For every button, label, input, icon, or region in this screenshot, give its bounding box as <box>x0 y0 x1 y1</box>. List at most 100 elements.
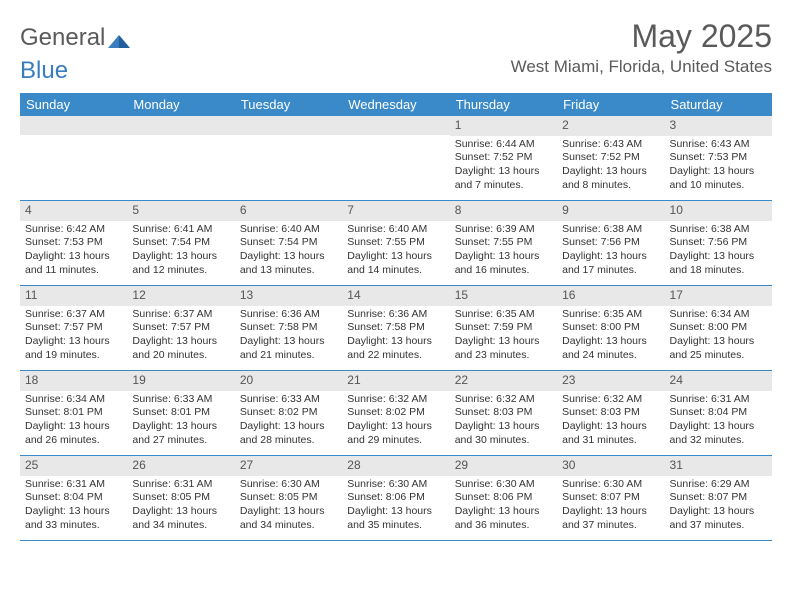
sunset-line: Sunset: 8:07 PM <box>562 491 659 505</box>
day-cell: 10Sunrise: 6:38 AMSunset: 7:56 PMDayligh… <box>665 201 772 285</box>
sunrise-line: Sunrise: 6:31 AM <box>670 393 767 407</box>
sunrise-line: Sunrise: 6:35 AM <box>455 308 552 322</box>
daylight-line: Daylight: 13 hours and 37 minutes. <box>670 505 767 532</box>
logo-text-b: Blue <box>20 57 68 85</box>
daylight-line: Daylight: 13 hours and 17 minutes. <box>562 250 659 277</box>
day-header: Sunday <box>20 93 127 116</box>
sunrise-line: Sunrise: 6:40 AM <box>240 223 337 237</box>
day-cell: 26Sunrise: 6:31 AMSunset: 8:05 PMDayligh… <box>127 456 234 540</box>
daylight-line: Daylight: 13 hours and 25 minutes. <box>670 335 767 362</box>
sunrise-line: Sunrise: 6:34 AM <box>25 393 122 407</box>
sunrise-line: Sunrise: 6:37 AM <box>25 308 122 322</box>
daylight-line: Daylight: 13 hours and 19 minutes. <box>25 335 122 362</box>
day-number <box>127 116 234 135</box>
month-title: May 2025 <box>511 18 772 55</box>
daylight-line: Daylight: 13 hours and 11 minutes. <box>25 250 122 277</box>
sunrise-line: Sunrise: 6:33 AM <box>132 393 229 407</box>
day-cell: 4Sunrise: 6:42 AMSunset: 7:53 PMDaylight… <box>20 201 127 285</box>
day-number: 3 <box>665 116 772 136</box>
day-number <box>20 116 127 135</box>
sunset-line: Sunset: 8:05 PM <box>240 491 337 505</box>
day-content: Sunrise: 6:32 AMSunset: 8:02 PMDaylight:… <box>342 391 449 452</box>
daylight-line: Daylight: 13 hours and 34 minutes. <box>240 505 337 532</box>
sunset-line: Sunset: 8:03 PM <box>562 406 659 420</box>
day-content: Sunrise: 6:42 AMSunset: 7:53 PMDaylight:… <box>20 221 127 282</box>
sunrise-line: Sunrise: 6:41 AM <box>132 223 229 237</box>
sunrise-line: Sunrise: 6:38 AM <box>562 223 659 237</box>
sunrise-line: Sunrise: 6:37 AM <box>132 308 229 322</box>
sunrise-line: Sunrise: 6:30 AM <box>347 478 444 492</box>
day-cell: 15Sunrise: 6:35 AMSunset: 7:59 PMDayligh… <box>450 286 557 370</box>
day-header: Tuesday <box>235 93 342 116</box>
day-content: Sunrise: 6:36 AMSunset: 7:58 PMDaylight:… <box>342 306 449 367</box>
sunrise-line: Sunrise: 6:39 AM <box>455 223 552 237</box>
day-number: 21 <box>342 371 449 391</box>
day-header: Friday <box>557 93 664 116</box>
day-number <box>235 116 342 135</box>
day-header: Monday <box>127 93 234 116</box>
sunset-line: Sunset: 7:58 PM <box>240 321 337 335</box>
day-content: Sunrise: 6:31 AMSunset: 8:04 PMDaylight:… <box>20 476 127 537</box>
day-cell: 14Sunrise: 6:36 AMSunset: 7:58 PMDayligh… <box>342 286 449 370</box>
day-number: 23 <box>557 371 664 391</box>
day-number: 19 <box>127 371 234 391</box>
title-block: May 2025 West Miami, Florida, United Sta… <box>511 18 772 77</box>
week-row: 18Sunrise: 6:34 AMSunset: 8:01 PMDayligh… <box>20 371 772 456</box>
day-number: 14 <box>342 286 449 306</box>
day-content: Sunrise: 6:38 AMSunset: 7:56 PMDaylight:… <box>665 221 772 282</box>
sunset-line: Sunset: 7:58 PM <box>347 321 444 335</box>
daylight-line: Daylight: 13 hours and 10 minutes. <box>670 165 767 192</box>
sunset-line: Sunset: 7:57 PM <box>132 321 229 335</box>
daylight-line: Daylight: 13 hours and 33 minutes. <box>25 505 122 532</box>
daylight-line: Daylight: 13 hours and 12 minutes. <box>132 250 229 277</box>
day-cell: 23Sunrise: 6:32 AMSunset: 8:03 PMDayligh… <box>557 371 664 455</box>
daylight-line: Daylight: 13 hours and 34 minutes. <box>132 505 229 532</box>
day-number: 4 <box>20 201 127 221</box>
daylight-line: Daylight: 13 hours and 26 minutes. <box>25 420 122 447</box>
day-number: 28 <box>342 456 449 476</box>
day-number: 20 <box>235 371 342 391</box>
sunset-line: Sunset: 7:54 PM <box>240 236 337 250</box>
day-cell: 17Sunrise: 6:34 AMSunset: 8:00 PMDayligh… <box>665 286 772 370</box>
daylight-line: Daylight: 13 hours and 7 minutes. <box>455 165 552 192</box>
sunrise-line: Sunrise: 6:38 AM <box>670 223 767 237</box>
day-cell: 18Sunrise: 6:34 AMSunset: 8:01 PMDayligh… <box>20 371 127 455</box>
logo: General <box>20 24 130 52</box>
day-cell: 29Sunrise: 6:30 AMSunset: 8:06 PMDayligh… <box>450 456 557 540</box>
day-content: Sunrise: 6:35 AMSunset: 7:59 PMDaylight:… <box>450 306 557 367</box>
logo-icon <box>108 29 130 47</box>
day-number: 11 <box>20 286 127 306</box>
day-number: 7 <box>342 201 449 221</box>
empty-day-cell <box>235 116 342 200</box>
sunset-line: Sunset: 8:00 PM <box>670 321 767 335</box>
day-cell: 8Sunrise: 6:39 AMSunset: 7:55 PMDaylight… <box>450 201 557 285</box>
daylight-line: Daylight: 13 hours and 13 minutes. <box>240 250 337 277</box>
sunrise-line: Sunrise: 6:43 AM <box>670 138 767 152</box>
day-content: Sunrise: 6:30 AMSunset: 8:06 PMDaylight:… <box>450 476 557 537</box>
empty-day-cell <box>127 116 234 200</box>
day-content: Sunrise: 6:37 AMSunset: 7:57 PMDaylight:… <box>127 306 234 367</box>
sunrise-line: Sunrise: 6:42 AM <box>25 223 122 237</box>
daylight-line: Daylight: 13 hours and 8 minutes. <box>562 165 659 192</box>
location: West Miami, Florida, United States <box>511 57 772 77</box>
sunset-line: Sunset: 8:01 PM <box>132 406 229 420</box>
day-number: 31 <box>665 456 772 476</box>
daylight-line: Daylight: 13 hours and 24 minutes. <box>562 335 659 362</box>
day-cell: 31Sunrise: 6:29 AMSunset: 8:07 PMDayligh… <box>665 456 772 540</box>
sunrise-line: Sunrise: 6:43 AM <box>562 138 659 152</box>
day-content: Sunrise: 6:39 AMSunset: 7:55 PMDaylight:… <box>450 221 557 282</box>
sunrise-line: Sunrise: 6:34 AM <box>670 308 767 322</box>
logo-text-a: General <box>20 24 105 52</box>
sunrise-line: Sunrise: 6:29 AM <box>670 478 767 492</box>
sunset-line: Sunset: 7:52 PM <box>455 151 552 165</box>
calendar-header-row: SundayMondayTuesdayWednesdayThursdayFrid… <box>20 93 772 116</box>
sunset-line: Sunset: 7:53 PM <box>670 151 767 165</box>
sunrise-line: Sunrise: 6:30 AM <box>562 478 659 492</box>
sunset-line: Sunset: 7:59 PM <box>455 321 552 335</box>
day-number: 30 <box>557 456 664 476</box>
sunrise-line: Sunrise: 6:33 AM <box>240 393 337 407</box>
sunrise-line: Sunrise: 6:44 AM <box>455 138 552 152</box>
day-cell: 2Sunrise: 6:43 AMSunset: 7:52 PMDaylight… <box>557 116 664 200</box>
sunset-line: Sunset: 7:55 PM <box>455 236 552 250</box>
day-number: 26 <box>127 456 234 476</box>
